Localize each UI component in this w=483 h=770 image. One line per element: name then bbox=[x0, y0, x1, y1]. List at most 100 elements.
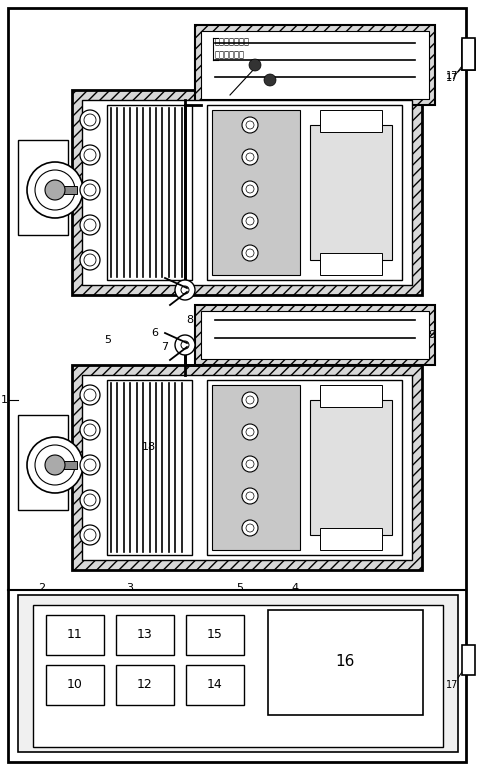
Bar bbox=[46, 615, 104, 655]
Circle shape bbox=[27, 437, 83, 493]
Bar bbox=[18, 140, 68, 235]
Circle shape bbox=[246, 121, 254, 129]
Bar bbox=[320, 385, 382, 407]
Circle shape bbox=[80, 490, 100, 510]
Circle shape bbox=[246, 153, 254, 161]
Bar bbox=[18, 415, 68, 510]
Circle shape bbox=[242, 424, 258, 440]
Bar bbox=[82, 100, 412, 285]
Bar bbox=[186, 665, 244, 705]
Circle shape bbox=[35, 170, 75, 210]
Bar bbox=[320, 528, 382, 550]
Bar bbox=[72, 365, 422, 570]
Circle shape bbox=[242, 117, 258, 133]
Text: 试验单元可根据: 试验单元可根据 bbox=[215, 38, 250, 46]
Circle shape bbox=[84, 219, 96, 231]
Bar bbox=[55, 461, 77, 469]
Circle shape bbox=[175, 335, 195, 355]
Bar bbox=[55, 186, 77, 194]
Bar bbox=[186, 615, 244, 655]
Bar bbox=[201, 31, 429, 99]
Bar bbox=[320, 110, 382, 132]
Bar bbox=[462, 38, 475, 70]
Circle shape bbox=[84, 254, 96, 266]
Circle shape bbox=[80, 145, 100, 165]
Bar bbox=[212, 110, 300, 275]
Bar bbox=[18, 595, 458, 752]
Circle shape bbox=[242, 181, 258, 197]
Bar bbox=[462, 645, 475, 675]
Text: 5: 5 bbox=[104, 335, 112, 345]
Circle shape bbox=[80, 455, 100, 475]
Circle shape bbox=[35, 445, 75, 485]
Bar bbox=[268, 610, 423, 715]
Bar bbox=[195, 25, 435, 105]
Circle shape bbox=[84, 149, 96, 161]
Bar bbox=[82, 375, 412, 560]
Text: 15: 15 bbox=[207, 628, 223, 641]
Bar bbox=[107, 380, 192, 555]
Text: 17: 17 bbox=[446, 71, 458, 81]
Text: 7: 7 bbox=[161, 342, 169, 352]
Bar bbox=[310, 125, 392, 260]
Circle shape bbox=[80, 110, 100, 130]
Circle shape bbox=[27, 162, 83, 218]
Circle shape bbox=[249, 59, 261, 71]
Text: 9: 9 bbox=[428, 330, 436, 340]
Circle shape bbox=[80, 215, 100, 235]
Bar bbox=[116, 615, 174, 655]
Text: 18: 18 bbox=[142, 442, 156, 452]
Circle shape bbox=[80, 525, 100, 545]
Circle shape bbox=[246, 249, 254, 257]
Circle shape bbox=[181, 341, 189, 349]
Text: 1: 1 bbox=[0, 395, 8, 405]
Text: 实际需要增加: 实际需要增加 bbox=[215, 51, 245, 59]
Circle shape bbox=[242, 488, 258, 504]
Text: 10: 10 bbox=[67, 678, 83, 691]
Bar bbox=[33, 605, 443, 747]
Circle shape bbox=[242, 456, 258, 472]
Circle shape bbox=[181, 286, 189, 294]
Circle shape bbox=[84, 494, 96, 506]
Text: 8: 8 bbox=[186, 315, 194, 325]
Circle shape bbox=[84, 114, 96, 126]
Text: 2: 2 bbox=[39, 583, 45, 593]
Bar bbox=[107, 105, 192, 280]
Text: 12: 12 bbox=[137, 678, 153, 691]
Circle shape bbox=[84, 389, 96, 401]
Text: 13: 13 bbox=[137, 628, 153, 641]
Circle shape bbox=[246, 185, 254, 193]
Circle shape bbox=[80, 385, 100, 405]
Circle shape bbox=[175, 280, 195, 300]
Bar bbox=[195, 305, 435, 365]
Circle shape bbox=[246, 460, 254, 468]
Circle shape bbox=[84, 459, 96, 471]
Circle shape bbox=[242, 149, 258, 165]
Text: 17: 17 bbox=[446, 680, 458, 690]
Circle shape bbox=[84, 424, 96, 436]
Circle shape bbox=[242, 392, 258, 408]
Circle shape bbox=[242, 520, 258, 536]
Bar bbox=[72, 90, 422, 295]
Bar bbox=[207, 105, 402, 280]
Circle shape bbox=[246, 396, 254, 404]
Circle shape bbox=[242, 213, 258, 229]
Bar bbox=[310, 400, 392, 535]
Bar bbox=[46, 665, 104, 705]
Circle shape bbox=[84, 529, 96, 541]
Text: 6: 6 bbox=[152, 328, 158, 338]
Text: 5: 5 bbox=[237, 583, 243, 593]
Text: 14: 14 bbox=[207, 678, 223, 691]
Text: 16: 16 bbox=[335, 654, 355, 669]
Circle shape bbox=[264, 74, 276, 86]
Bar bbox=[320, 253, 382, 275]
Text: 11: 11 bbox=[67, 628, 83, 641]
Circle shape bbox=[246, 428, 254, 436]
Circle shape bbox=[246, 524, 254, 532]
Circle shape bbox=[246, 217, 254, 225]
Circle shape bbox=[242, 245, 258, 261]
Text: 4: 4 bbox=[291, 583, 298, 593]
Circle shape bbox=[84, 184, 96, 196]
Circle shape bbox=[80, 250, 100, 270]
Bar bbox=[201, 311, 429, 359]
